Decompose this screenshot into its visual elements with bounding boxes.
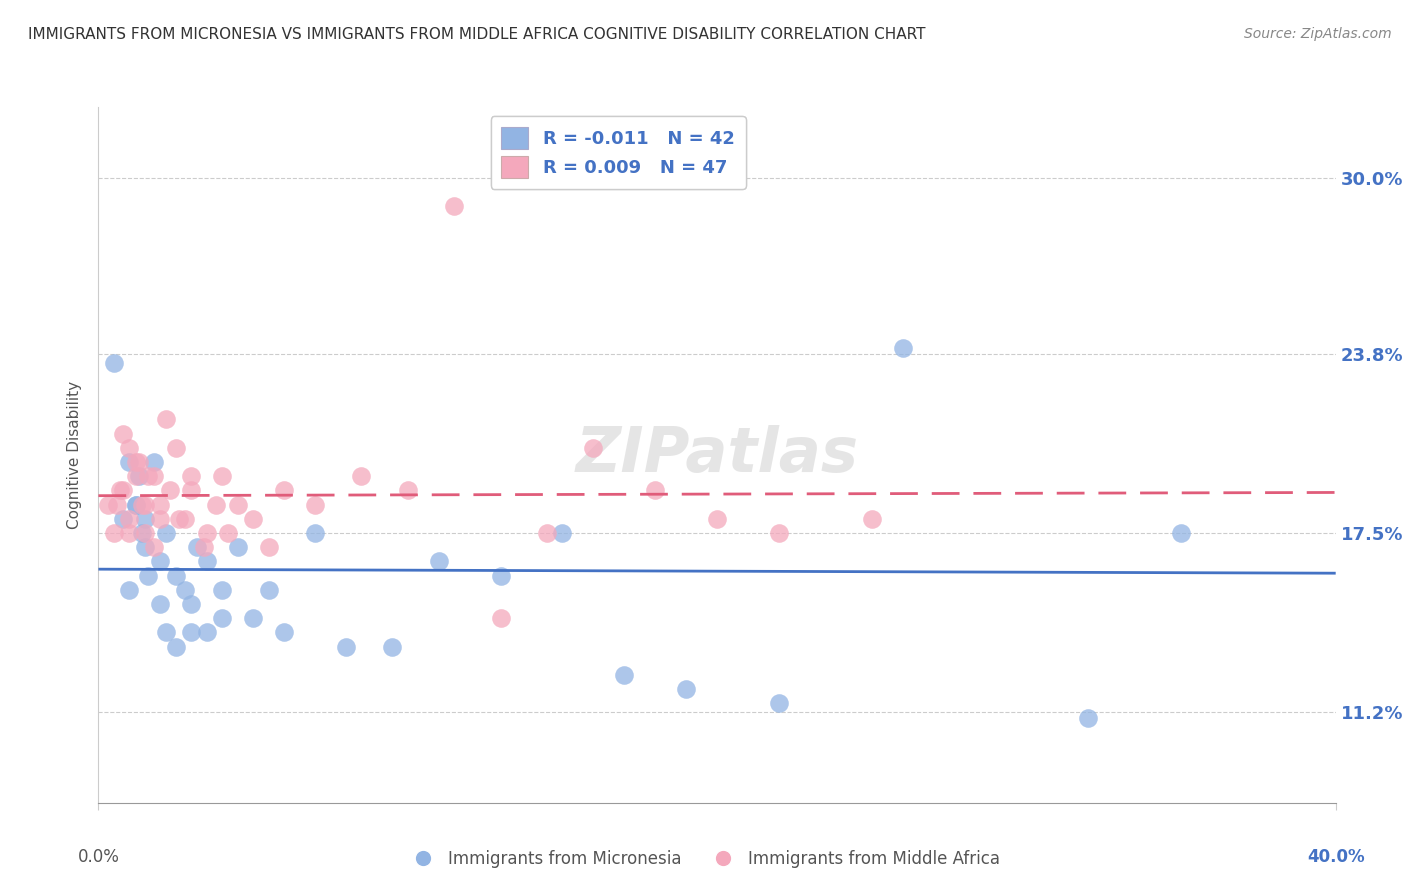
Point bbox=[195, 526, 218, 541]
Point bbox=[257, 582, 280, 597]
Point bbox=[134, 498, 156, 512]
Point bbox=[155, 412, 177, 426]
Point bbox=[536, 526, 558, 541]
Point bbox=[304, 498, 326, 512]
Point bbox=[205, 498, 228, 512]
Text: Source: ZipAtlas.com: Source: ZipAtlas.com bbox=[1244, 27, 1392, 41]
Point bbox=[134, 540, 156, 554]
Point bbox=[103, 356, 125, 370]
Point bbox=[427, 554, 450, 568]
Point bbox=[613, 668, 636, 682]
Point bbox=[706, 512, 728, 526]
Text: ZIPatlas: ZIPatlas bbox=[575, 425, 859, 485]
Point bbox=[155, 526, 177, 541]
Point bbox=[167, 512, 190, 526]
Point bbox=[304, 526, 326, 541]
Point bbox=[118, 582, 141, 597]
Point bbox=[112, 512, 135, 526]
Point bbox=[350, 469, 373, 483]
Point bbox=[143, 469, 166, 483]
Point bbox=[105, 498, 128, 512]
Point bbox=[273, 625, 295, 640]
Point bbox=[149, 554, 172, 568]
Point bbox=[128, 469, 150, 483]
Point bbox=[174, 512, 197, 526]
Point bbox=[124, 455, 146, 469]
Text: 0.0%: 0.0% bbox=[77, 848, 120, 866]
Point bbox=[860, 512, 883, 526]
Point bbox=[118, 441, 141, 455]
Point bbox=[174, 582, 197, 597]
Point bbox=[134, 512, 156, 526]
Point bbox=[211, 582, 233, 597]
Legend: R = -0.011   N = 42, R = 0.009   N = 47: R = -0.011 N = 42, R = 0.009 N = 47 bbox=[491, 116, 745, 189]
Point bbox=[128, 455, 150, 469]
Point bbox=[396, 483, 419, 498]
Point bbox=[180, 625, 202, 640]
Point bbox=[124, 469, 146, 483]
Point bbox=[768, 697, 790, 711]
Point bbox=[131, 498, 153, 512]
Point bbox=[165, 568, 187, 582]
Point bbox=[211, 611, 233, 625]
Point bbox=[131, 526, 153, 541]
Text: 40.0%: 40.0% bbox=[1308, 848, 1364, 866]
Point bbox=[217, 526, 239, 541]
Point bbox=[124, 498, 146, 512]
Point bbox=[226, 498, 249, 512]
Point bbox=[273, 483, 295, 498]
Point bbox=[97, 498, 120, 512]
Point bbox=[443, 199, 465, 213]
Point bbox=[551, 526, 574, 541]
Point bbox=[242, 611, 264, 625]
Point bbox=[186, 540, 208, 554]
Point bbox=[165, 441, 187, 455]
Point bbox=[103, 526, 125, 541]
Point bbox=[136, 469, 159, 483]
Legend: Immigrants from Micronesia, Immigrants from Middle Africa: Immigrants from Micronesia, Immigrants f… bbox=[399, 844, 1007, 875]
Point bbox=[124, 498, 146, 512]
Point bbox=[242, 512, 264, 526]
Point bbox=[193, 540, 215, 554]
Point bbox=[257, 540, 280, 554]
Point bbox=[226, 540, 249, 554]
Point bbox=[136, 568, 159, 582]
Point bbox=[155, 625, 177, 640]
Point bbox=[1077, 710, 1099, 724]
Point bbox=[149, 498, 172, 512]
Point bbox=[489, 611, 512, 625]
Point bbox=[149, 597, 172, 611]
Point bbox=[143, 455, 166, 469]
Point bbox=[335, 640, 357, 654]
Point bbox=[675, 682, 697, 697]
Point bbox=[381, 640, 404, 654]
Point bbox=[149, 512, 172, 526]
Point bbox=[582, 441, 605, 455]
Text: IMMIGRANTS FROM MICRONESIA VS IMMIGRANTS FROM MIDDLE AFRICA COGNITIVE DISABILITY: IMMIGRANTS FROM MICRONESIA VS IMMIGRANTS… bbox=[28, 27, 925, 42]
Point bbox=[195, 625, 218, 640]
Point bbox=[1170, 526, 1192, 541]
Point bbox=[159, 483, 181, 498]
Point bbox=[195, 554, 218, 568]
Point bbox=[118, 526, 141, 541]
Point bbox=[112, 483, 135, 498]
Point bbox=[211, 469, 233, 483]
Point bbox=[180, 469, 202, 483]
Point bbox=[891, 342, 914, 356]
Point bbox=[143, 540, 166, 554]
Point bbox=[118, 455, 141, 469]
Point bbox=[108, 483, 131, 498]
Point bbox=[112, 426, 135, 441]
Point bbox=[644, 483, 666, 498]
Point bbox=[489, 568, 512, 582]
Point bbox=[180, 483, 202, 498]
Y-axis label: Cognitive Disability: Cognitive Disability bbox=[67, 381, 83, 529]
Point bbox=[180, 597, 202, 611]
Point bbox=[768, 526, 790, 541]
Point bbox=[134, 526, 156, 541]
Point bbox=[118, 512, 141, 526]
Point bbox=[165, 640, 187, 654]
